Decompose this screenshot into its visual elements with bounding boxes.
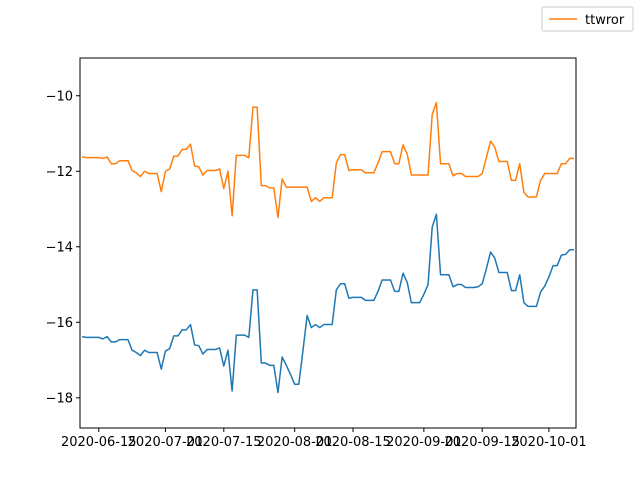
series-layer <box>81 101 574 394</box>
y-tick-label: −16 <box>46 316 73 331</box>
y-tick-label: −12 <box>46 165 73 180</box>
series-line-ttwror <box>81 101 574 219</box>
legend: ttwror <box>541 6 634 32</box>
series-line-series-1 <box>81 213 574 394</box>
x-tick-label: 2020-09-01 <box>386 435 462 450</box>
y-tick-label: −10 <box>46 89 73 104</box>
legend-label-ttwror: ttwror <box>585 13 625 28</box>
y-axis: −10 −12 −14 −16 −18 <box>46 89 80 406</box>
x-tick-label: 2020-09-15 <box>444 435 520 450</box>
x-axis: 2020-06-152020-07-012020-07-152020-08-01… <box>61 428 587 450</box>
plot-frame <box>79 57 577 429</box>
y-tick-label: −14 <box>46 240 73 255</box>
x-tick-label: 2020-07-01 <box>128 435 204 450</box>
x-tick-label: 2020-10-01 <box>511 435 587 450</box>
x-tick-label: 2020-07-15 <box>186 435 262 450</box>
x-tick-label: 2020-08-15 <box>315 435 391 450</box>
x-tick-label: 2020-06-15 <box>61 435 137 450</box>
legend-box <box>541 6 634 32</box>
x-tick-label: 2020-08-01 <box>257 435 333 450</box>
y-tick-label: −18 <box>46 391 73 406</box>
